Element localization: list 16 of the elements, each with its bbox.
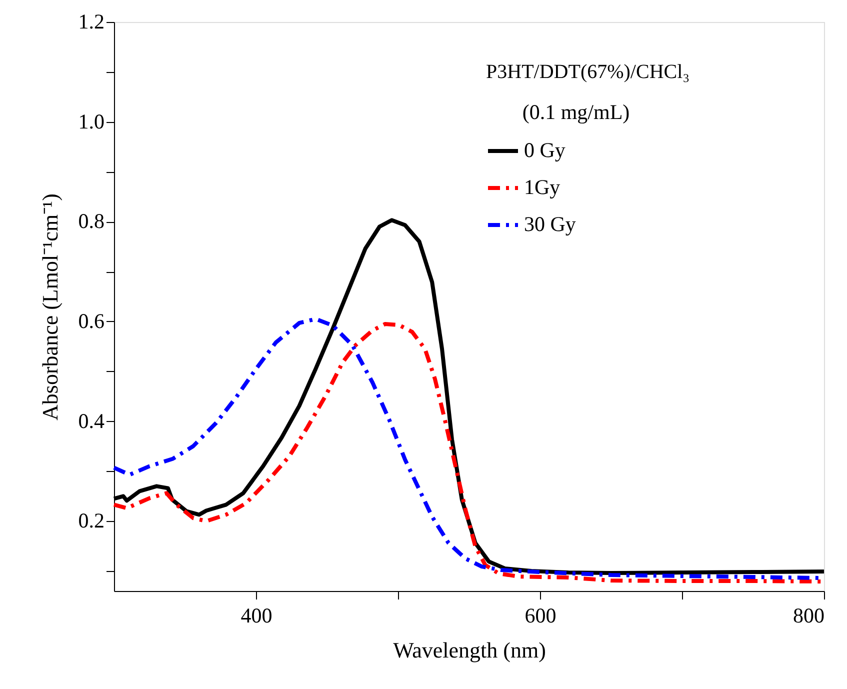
y-tick-label: 0.6 bbox=[78, 308, 104, 333]
y-tick-label: 1.2 bbox=[78, 10, 104, 34]
x-tick-label: 800 bbox=[793, 604, 824, 628]
y-tick-label: 0.4 bbox=[78, 408, 105, 433]
annotation: (0.1 mg/mL) bbox=[522, 100, 630, 124]
legend-title: P3HT/DDT(67%)/CHCl₃ bbox=[486, 61, 690, 83]
legend-label: 30 Gy bbox=[524, 212, 576, 236]
x-axis-title: Wavelength (nm) bbox=[393, 638, 546, 662]
y-tick-label: 1.0 bbox=[78, 109, 104, 134]
legend-label: 0 Gy bbox=[524, 138, 566, 162]
x-tick-label: 400 bbox=[240, 604, 272, 628]
y-tick-label: 0.2 bbox=[78, 508, 104, 533]
legend-label: 1Gy bbox=[524, 175, 561, 199]
y-axis-title: Absorbance (Lmol⁻¹cm⁻¹) bbox=[37, 194, 62, 420]
y-tick-label: 0.8 bbox=[78, 209, 104, 234]
x-tick-label: 600 bbox=[524, 604, 556, 628]
